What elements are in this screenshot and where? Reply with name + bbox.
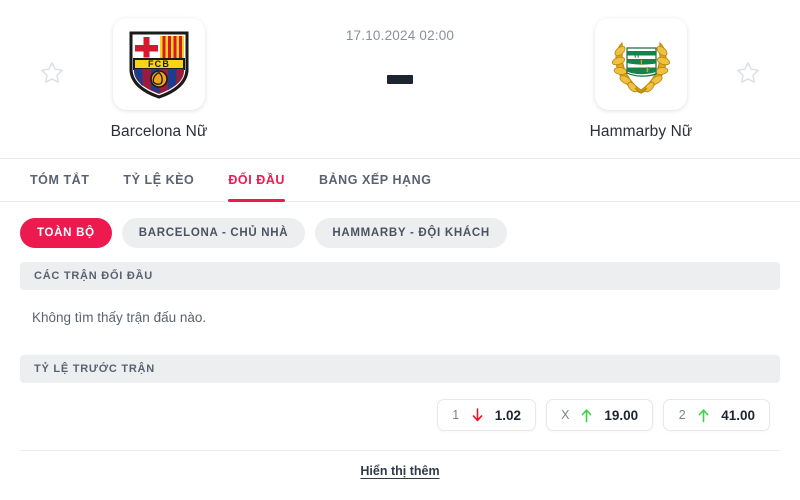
home-team-name: Barcelona Nữ — [110, 123, 208, 140]
footer-divider — [20, 450, 780, 451]
odds-value-draw: 19.00 — [604, 407, 639, 423]
filter-chip-away[interactable]: HAMMARBY - ĐỘI KHÁCH — [315, 218, 507, 248]
away-team[interactable]: H I F Hammarby Nữ — [556, 18, 726, 141]
h2h-section-header: CÁC TRẬN ĐỐI ĐẦU — [20, 262, 780, 290]
arrow-down-icon — [472, 407, 483, 421]
odds-key-away: 2 — [678, 408, 686, 422]
match-center-info: 17.10.2024 02:00 — [244, 18, 556, 84]
match-header: FCB Barcelona Nữ 17.10.2024 02:00 — [0, 0, 800, 158]
tab-navigation: TÓM TẮT TỶ LỆ KÈO ĐỐI ĐẦU BẢNG XẾP HẠNG — [0, 158, 800, 202]
arrow-up-icon — [698, 408, 709, 422]
odds-key-home: 1 — [452, 408, 460, 422]
favorite-away-button[interactable] — [726, 60, 770, 86]
star-outline-icon — [41, 62, 63, 83]
content-area: CÁC TRẬN ĐỐI ĐẦU Không tìm thấy trận đấu… — [0, 262, 800, 431]
barcelona-crest: FCB — [129, 31, 189, 99]
tab-odds[interactable]: TỶ LỆ KÈO — [123, 173, 195, 187]
odds-value-home: 1.02 — [494, 407, 522, 423]
show-more-area: Hiển thị thêm — [0, 451, 800, 478]
filter-chip-all[interactable]: TOÀN BỘ — [20, 218, 112, 248]
arrow-up-icon — [582, 408, 592, 422]
home-team[interactable]: FCB Barcelona Nữ — [74, 18, 244, 141]
odds-box-home[interactable]: 1 1.02 — [436, 399, 537, 431]
match-datetime: 17.10.2024 02:00 — [345, 28, 455, 43]
h2h-empty-message: Không tìm thấy trận đấu nào. — [32, 310, 207, 325]
filter-chip-home[interactable]: BARCELONA - CHỦ NHÀ — [121, 218, 306, 248]
prematch-odds-section-header: TỶ LỆ TRƯỚC TRẬN — [20, 355, 780, 383]
svg-text:H: H — [634, 52, 640, 60]
tab-head-to-head[interactable]: ĐỐI ĐẦU — [228, 159, 285, 202]
svg-text:I: I — [640, 59, 643, 67]
odds-key-draw: X — [561, 408, 570, 422]
odds-box-draw[interactable]: X 19.00 — [546, 399, 654, 431]
away-team-name: Hammarby Nữ — [589, 123, 693, 140]
show-more-link[interactable]: Hiển thị thêm — [360, 464, 440, 478]
odds-value-away: 41.00 — [721, 407, 755, 423]
svg-text:F: F — [646, 66, 650, 74]
svg-text:FCB: FCB — [148, 59, 170, 69]
hammarby-crest: H I F — [611, 41, 671, 94]
favorite-home-button[interactable] — [30, 60, 74, 86]
odds-box-away[interactable]: 2 41.00 — [663, 399, 770, 431]
home-team-logo-card: FCB — [113, 18, 205, 110]
score-placeholder — [387, 75, 413, 84]
star-outline-icon — [737, 62, 759, 83]
tab-standings[interactable]: BẢNG XẾP HẠNG — [318, 173, 432, 187]
odds-row: 1 1.02 X 19.00 2 41.00 — [20, 383, 780, 431]
away-team-logo-card: H I F — [595, 18, 687, 110]
tab-summary[interactable]: TÓM TẮT — [30, 173, 90, 187]
filter-chips: TOÀN BỘ BARCELONA - CHỦ NHÀ HAMMARBY - Đ… — [0, 202, 800, 248]
